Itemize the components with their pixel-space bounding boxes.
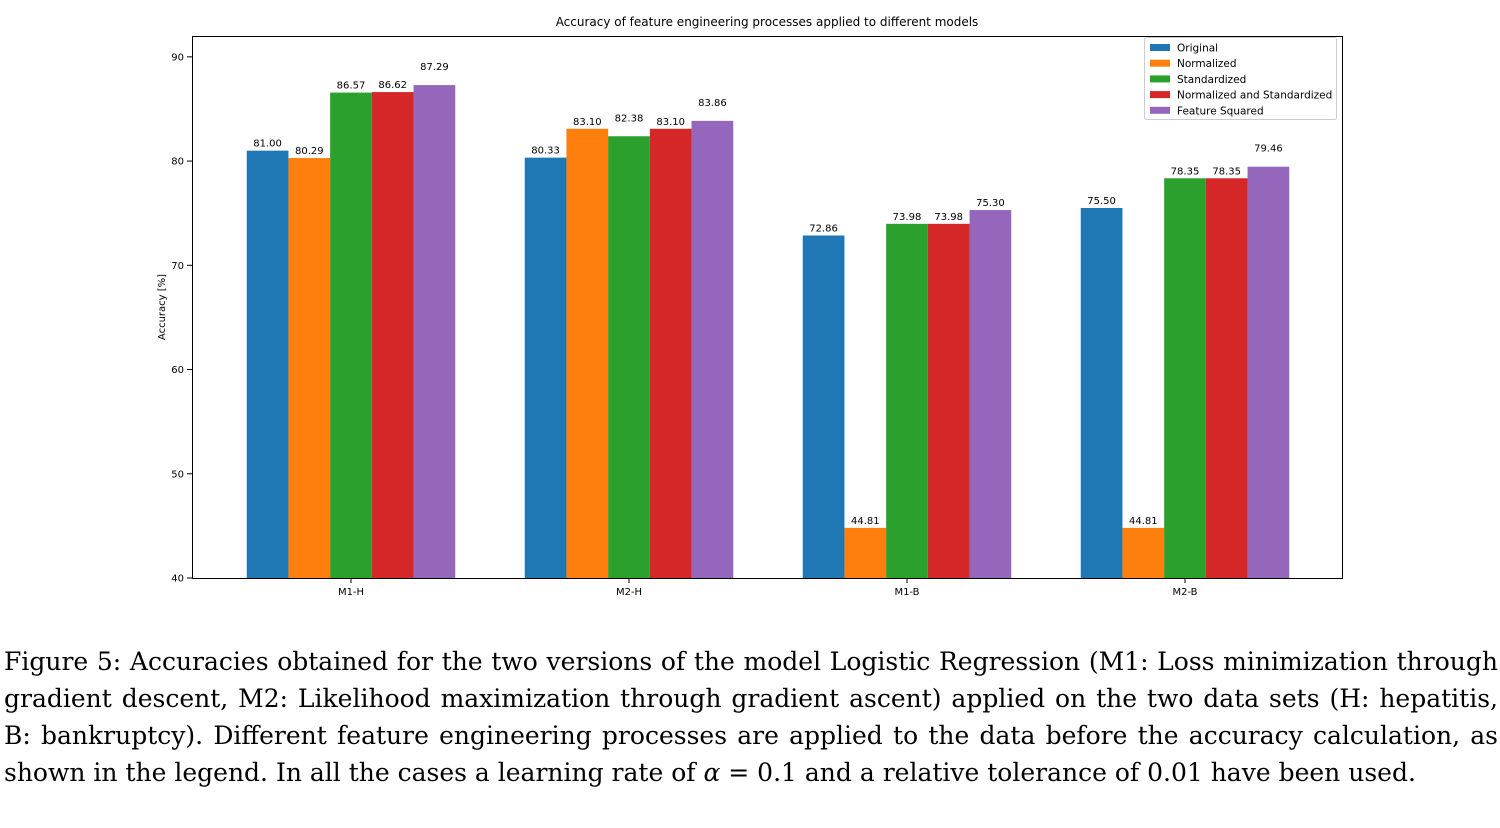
bar-m1-h-original [246, 150, 289, 578]
legend-swatch [1150, 44, 1170, 51]
bar-value-label: 44.81 [1129, 516, 1158, 527]
caption-suffix: and a relative tolerance of 0.01 have be… [796, 758, 1416, 787]
legend-entry: Normalized and Standardized [1177, 90, 1332, 102]
x-axis-ticks: M1-H M2-H M1-B M2-B [338, 578, 1198, 598]
bar-value-label: 86.62 [378, 80, 407, 91]
bar-m1-b-original [802, 235, 845, 579]
legend-entry: Standardized [1177, 74, 1246, 86]
bar-value-label: 73.98 [893, 212, 922, 223]
y-axis-label: Accuracy [%] [157, 274, 168, 340]
bar-m2-h-standardized [608, 136, 650, 578]
bar-value-label: 73.98 [934, 212, 963, 223]
legend-entry: Original [1177, 43, 1218, 55]
bar-value-label: 44.81 [851, 516, 880, 527]
y-tick-label: 50 [171, 469, 184, 480]
bar-m1-h-normalized [288, 158, 331, 578]
caption-alpha: α [703, 758, 721, 787]
chart-svg: Accuracy of feature engineering processe… [157, 15, 1343, 598]
bar-m1-h-standardized [330, 92, 372, 579]
figure-caption: Figure 5: Accuracies obtained for the tw… [4, 643, 1498, 791]
bar-value-label: 80.33 [531, 146, 560, 157]
bar-m2-b-normalized-and-standardized [1205, 178, 1248, 578]
bar-value-label: 83.10 [656, 117, 685, 128]
y-tick-label: 70 [171, 261, 184, 272]
bar-value-label: 81.00 [253, 139, 282, 150]
bar-m1-b-feature-squared [969, 210, 1012, 579]
bar-value-label: 75.50 [1087, 196, 1116, 207]
bars-group [246, 85, 1290, 579]
x-tick-label: M2-B [1172, 587, 1197, 598]
bar-m2-b-normalized [1122, 527, 1165, 578]
bar-labels-group: 81.00 80.29 86.57 86.62 87.29 80.33 83.10 82.38… [253, 62, 1282, 527]
bar-value-label: 83.86 [698, 98, 727, 109]
bar-value-label: 80.29 [295, 146, 324, 157]
legend-entry: Normalized [1177, 58, 1237, 70]
legend-swatch [1150, 106, 1170, 114]
y-axis-ticks: 40 50 60 70 80 90 [171, 52, 192, 585]
bar-m2-b-standardized [1164, 178, 1206, 578]
bar-value-label: 75.30 [976, 198, 1005, 209]
bar-m1-b-normalized-and-standardized [927, 223, 970, 578]
bar-m1-h-feature-squared [413, 85, 456, 579]
bar-m2-h-normalized-and-standardized [649, 128, 692, 578]
legend-swatch [1150, 91, 1170, 99]
bar-value-label: 82.38 [615, 113, 644, 124]
bar-value-label: 78.35 [1212, 166, 1241, 177]
plot-frame [192, 36, 1343, 579]
bar-m2-b-original [1080, 207, 1123, 578]
bar-m2-h-normalized [566, 128, 609, 578]
y-tick-label: 90 [171, 52, 184, 63]
caption-prefix: Figure 5: Accuracies obtained for the tw… [4, 647, 1498, 787]
bar-m1-b-standardized [886, 223, 928, 578]
y-tick-label: 80 [171, 157, 184, 168]
legend-swatch [1150, 59, 1170, 67]
bar-m2-h-original [524, 157, 567, 578]
legend-entry: Feature Squared [1177, 105, 1264, 117]
legend-box [1144, 37, 1337, 120]
legend-swatch [1150, 75, 1170, 83]
bar-m1-h-normalized-and-standardized [371, 92, 414, 578]
bar-value-label: 87.29 [420, 62, 449, 73]
x-tick-label: M1-H [338, 587, 364, 598]
bar-value-label: 86.57 [337, 81, 366, 92]
bar-m2-b-feature-squared [1247, 166, 1290, 578]
bar-m1-b-normalized [844, 527, 887, 578]
bar-value-label: 83.10 [573, 117, 602, 128]
bar-value-label: 79.46 [1254, 144, 1283, 155]
bar-m2-h-feature-squared [691, 120, 734, 579]
bar-value-label: 78.35 [1171, 166, 1200, 177]
y-tick-label: 60 [171, 365, 184, 376]
chart-title: Accuracy of feature engineering processe… [556, 15, 979, 29]
caption-equals: = 0.1 [720, 758, 797, 787]
bar-value-label: 72.86 [809, 223, 838, 234]
y-tick-label: 40 [171, 574, 184, 585]
x-tick-label: M1-B [894, 587, 919, 598]
legend: Original Normalized Standardized Normalized… [1144, 37, 1337, 120]
x-tick-label: M2-H [616, 587, 642, 598]
bar-chart-figure: Accuracy of feature engineering processe… [157, 15, 1343, 598]
